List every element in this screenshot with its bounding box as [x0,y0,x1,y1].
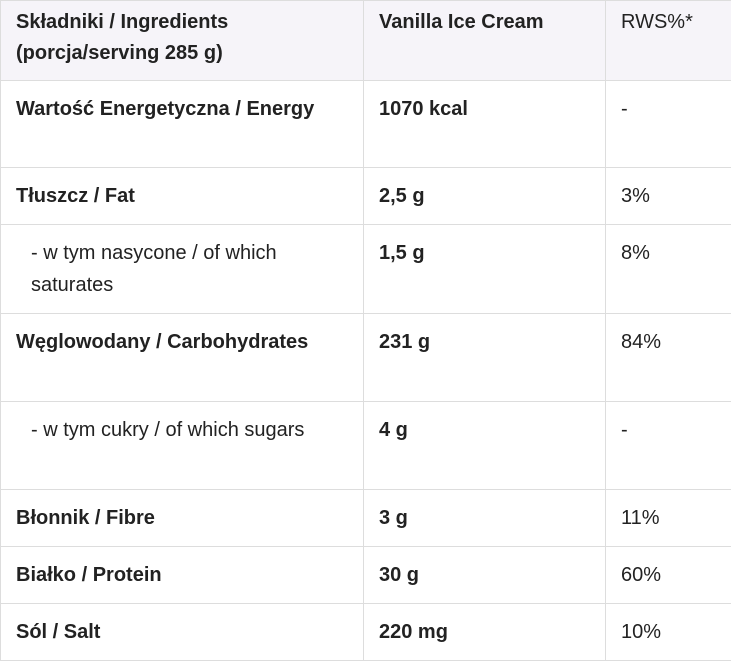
table-cell: 4 g [364,402,606,490]
header-row: Składniki / Ingredients (porcja/serving 2… [1,1,731,81]
header-cell: Vanilla Ice Cream [364,1,606,81]
table-cell: Sól / Salt [1,604,364,661]
table-cell: 60% [606,547,731,604]
table-cell: - [606,81,731,168]
table-cell: 10% [606,604,731,661]
table-cell: 84% [606,314,731,402]
table-cell: Białko / Protein [1,547,364,604]
table-cell: Wartość Energetyczna / Energy [1,81,364,168]
header-cell: RWS%* [606,1,731,81]
table-cell: 231 g [364,314,606,402]
header-line: Składniki / Ingredients [16,11,228,33]
table-cell: 1070 kcal [364,81,606,168]
table-cell: 30 g [364,547,606,604]
table-cell: - w tym cukry / of which sugars [1,402,364,490]
table-cell: 2,5 g [364,168,606,225]
table-cell: 1,5 g [364,225,606,314]
table-cell: Błonnik / Fibre [1,490,364,547]
table-cell: - [606,402,731,490]
table-cell: 3 g [364,490,606,547]
table-cell: Tłuszcz / Fat [1,168,364,225]
header-cell: Składniki / Ingredients (porcja/serving 2… [1,1,364,81]
table-cell: 220 mg [364,604,606,661]
table-cell: 11% [606,490,731,547]
table-cell: Węglowodany / Carbohydrates [1,314,364,402]
table-cell: 3% [606,168,731,225]
header-line: (porcja/serving 285 g) [16,42,223,64]
table-cell: - w tym nasycone / of which saturates [1,225,364,314]
table-cell: 8% [606,225,731,314]
